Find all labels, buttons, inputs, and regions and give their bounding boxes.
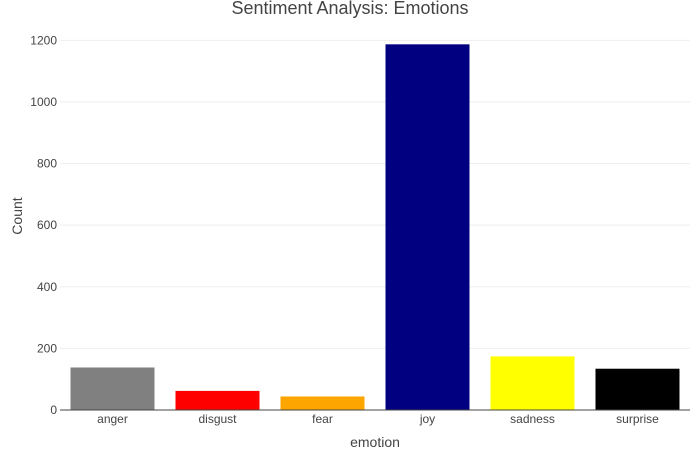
x-tick-label-sadness: sadness (510, 412, 555, 426)
y-tick-label: 600 (37, 218, 57, 232)
y-tick-label: 800 (37, 157, 57, 171)
chart-title: Sentiment Analysis: Emotions (231, 0, 468, 18)
x-axis-title: emotion (350, 434, 400, 450)
bar-sadness[interactable] (490, 356, 575, 410)
x-tick-label-disgust: disgust (198, 412, 237, 426)
x-tick-label-surprise: surprise (616, 412, 659, 426)
bar-disgust[interactable] (175, 390, 260, 410)
bar-fear[interactable] (280, 396, 365, 410)
y-axis-title: Count (9, 197, 25, 234)
x-tick-labels: anger disgust fear joy sadness surprise (97, 412, 659, 426)
x-tick-label-joy: joy (419, 412, 435, 426)
y-tick-label: 400 (37, 280, 57, 294)
y-tick-label: 1200 (30, 33, 57, 47)
bar-surprise[interactable] (595, 368, 680, 410)
bar-joy[interactable] (385, 44, 470, 410)
bars (70, 44, 680, 410)
x-tick-label-fear: fear (312, 412, 333, 426)
y-tick-labels: 0 200 400 600 800 1000 1200 (30, 33, 57, 417)
gridlines (60, 39, 690, 349)
bar-anger[interactable] (70, 367, 155, 410)
y-tick-label: 0 (50, 403, 57, 417)
y-tick-label: 200 (37, 341, 57, 355)
y-tick-label: 1000 (30, 95, 57, 109)
x-tick-label-anger: anger (97, 412, 128, 426)
